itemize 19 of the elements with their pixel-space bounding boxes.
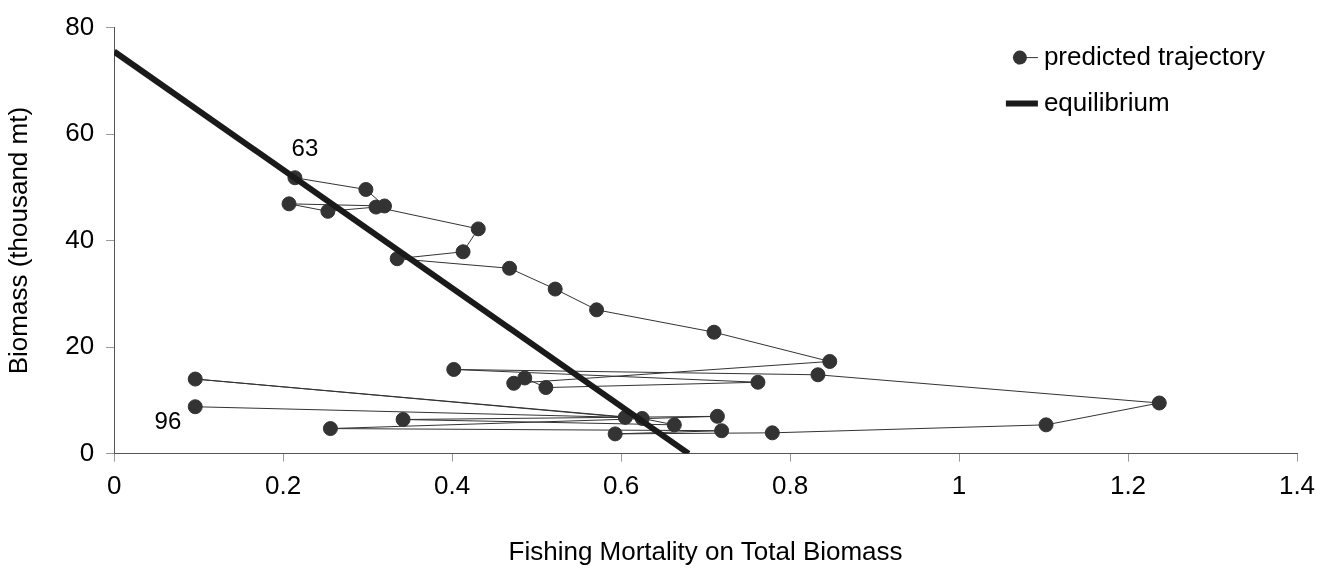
- x-tick-label: 0: [106, 470, 122, 501]
- y-tick-label: 80: [65, 10, 95, 41]
- y-tick-label: 60: [65, 117, 95, 148]
- annotation: 63: [291, 134, 319, 162]
- x-tick-label: 0.2: [265, 470, 302, 501]
- y-tick-label: 40: [65, 223, 95, 254]
- x-tick-label: 1.2: [1109, 470, 1147, 501]
- annotation: 96: [154, 407, 182, 435]
- x-axis-title: Fishing Mortality on Total Biomass: [508, 535, 903, 566]
- legend-label: predicted trajectory: [1043, 40, 1266, 71]
- x-tick-label: 1: [951, 470, 967, 501]
- y-axis-title: Biomass (thousand mt): [2, 106, 33, 375]
- y-tick-label: 20: [65, 330, 95, 361]
- x-tick-label: 0.8: [771, 470, 809, 501]
- y-tick-label: 0: [79, 436, 95, 467]
- x-tick-label: 1.4: [1278, 470, 1316, 501]
- x-tick-label: 0.4: [434, 470, 471, 501]
- x-tick-label: 0.6: [602, 470, 640, 501]
- legend-label: equilibrium: [1043, 86, 1170, 117]
